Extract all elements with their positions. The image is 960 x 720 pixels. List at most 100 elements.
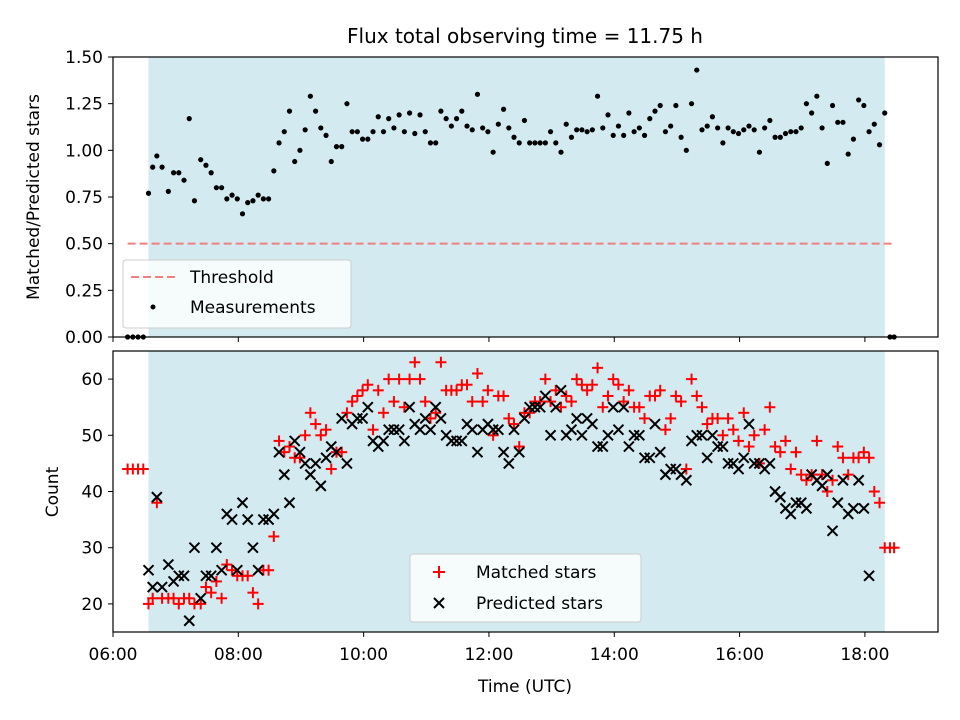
predicted-marker-b bbox=[445, 435, 458, 447]
measurement-point bbox=[547, 129, 554, 135]
matched-star-point bbox=[675, 396, 687, 408]
x-tick-label: 14:00 bbox=[590, 645, 639, 665]
matched-star-point bbox=[790, 446, 802, 458]
matched-star-point bbox=[623, 384, 635, 396]
matched-star-point bbox=[743, 441, 755, 453]
predicted-marker-b bbox=[565, 423, 578, 436]
predicted-marker-b bbox=[278, 468, 290, 481]
measurement-point bbox=[297, 147, 303, 153]
measurement-point bbox=[521, 117, 528, 124]
predicted-marker-b bbox=[732, 463, 745, 475]
matched-star-point bbox=[764, 401, 776, 413]
matched-star-point bbox=[367, 424, 379, 436]
predicted-star-point bbox=[534, 401, 546, 413]
predicted-marker-b bbox=[183, 615, 195, 627]
predicted-marker-b bbox=[289, 435, 301, 447]
predicted-star-point bbox=[299, 457, 311, 470]
predicted-star-point bbox=[539, 390, 552, 402]
predicted-marker-b bbox=[335, 412, 348, 425]
measurement-point bbox=[631, 129, 637, 135]
predicted-marker-b bbox=[492, 423, 505, 436]
predicted-marker-b bbox=[257, 513, 270, 526]
y-tick-label: 0.50 bbox=[65, 235, 103, 255]
predicted-marker-b bbox=[142, 564, 155, 576]
predicted-marker-b bbox=[764, 457, 776, 470]
matched-star-point bbox=[346, 396, 358, 408]
y-tick-label: 0.25 bbox=[65, 281, 103, 301]
predicted-marker-b bbox=[162, 558, 175, 571]
predicted-star-point bbox=[289, 435, 301, 447]
measurement-point bbox=[741, 127, 747, 133]
predicted-star-point bbox=[633, 429, 646, 442]
measurement-point bbox=[154, 153, 160, 159]
matched-star-point bbox=[351, 390, 363, 402]
predicted-marker-b bbox=[456, 435, 468, 447]
x-tick-label: 10:00 bbox=[339, 645, 388, 665]
measurement-point bbox=[271, 168, 277, 174]
measurement-point bbox=[772, 134, 778, 140]
predicted-star-point bbox=[341, 457, 353, 470]
predicted-marker-b bbox=[774, 491, 787, 503]
legend-threshold-label: Threshold bbox=[189, 268, 274, 288]
predicted-marker-b bbox=[534, 401, 546, 413]
predicted-marker-b bbox=[633, 429, 646, 442]
matched-star-point bbox=[513, 441, 525, 453]
predicted-star-point bbox=[654, 446, 666, 458]
measurement-point bbox=[500, 106, 507, 112]
legend-measurements-swatch bbox=[150, 304, 156, 310]
matched-star-point bbox=[508, 418, 520, 430]
measurement-point bbox=[746, 123, 752, 129]
predicted-star-point bbox=[858, 502, 870, 515]
measurement-point bbox=[208, 170, 214, 176]
matched-star-point bbox=[372, 384, 384, 396]
predicted-marker-b bbox=[341, 457, 353, 470]
matched-star-point bbox=[565, 396, 577, 408]
measurement-point bbox=[657, 102, 663, 109]
predicted-star-point bbox=[315, 480, 327, 492]
predicted-star-point bbox=[550, 401, 562, 413]
matched-star-point bbox=[461, 379, 473, 391]
matched-star-point bbox=[550, 384, 562, 396]
predicted-star-point bbox=[785, 508, 797, 520]
measurement-point bbox=[453, 116, 460, 122]
predicted-marker-b bbox=[398, 435, 411, 447]
matched-star-point bbox=[534, 396, 546, 408]
matched-star-point bbox=[471, 367, 483, 379]
measurement-point bbox=[553, 140, 559, 146]
predicted-marker-b bbox=[393, 423, 405, 436]
predicted-marker-b bbox=[299, 457, 311, 470]
predicted-marker-b bbox=[231, 564, 243, 576]
x-tick-label: 08:00 bbox=[214, 645, 263, 665]
measurement-point bbox=[558, 149, 564, 155]
predicted-star-point bbox=[414, 423, 426, 436]
predicted-marker-b bbox=[215, 564, 228, 576]
y-tick-label: 20 bbox=[81, 595, 103, 615]
predicted-marker-b bbox=[769, 485, 781, 498]
matched-star-point bbox=[195, 598, 207, 610]
predicted-marker-b bbox=[226, 513, 238, 526]
predicted-star-point bbox=[837, 474, 849, 486]
measurement-point bbox=[756, 149, 763, 155]
measurement-point bbox=[354, 129, 360, 135]
predicted-marker-b bbox=[675, 468, 687, 481]
predicted-star-point bbox=[471, 446, 484, 458]
measurement-point bbox=[824, 160, 830, 166]
matched-star-point bbox=[670, 390, 682, 402]
measurement-point bbox=[782, 130, 789, 137]
measurement-point bbox=[490, 149, 496, 155]
x-tick-label: 16:00 bbox=[715, 645, 764, 665]
predicted-star-point bbox=[242, 513, 254, 526]
predicted-marker-b bbox=[178, 570, 190, 582]
measurement-point bbox=[485, 129, 491, 135]
predicted-marker-b bbox=[242, 513, 254, 526]
predicted-marker-b bbox=[221, 508, 233, 520]
matched-star-point bbox=[424, 412, 436, 424]
predicted-marker-b bbox=[529, 401, 541, 413]
y-tick-label: 30 bbox=[81, 539, 103, 559]
measurement-point bbox=[704, 123, 710, 129]
predicted-marker-b bbox=[711, 440, 724, 453]
predicted-star-point bbox=[156, 581, 168, 593]
matched-star-point bbox=[388, 396, 400, 408]
measurement-point bbox=[250, 198, 256, 204]
measurement-point bbox=[480, 125, 486, 131]
